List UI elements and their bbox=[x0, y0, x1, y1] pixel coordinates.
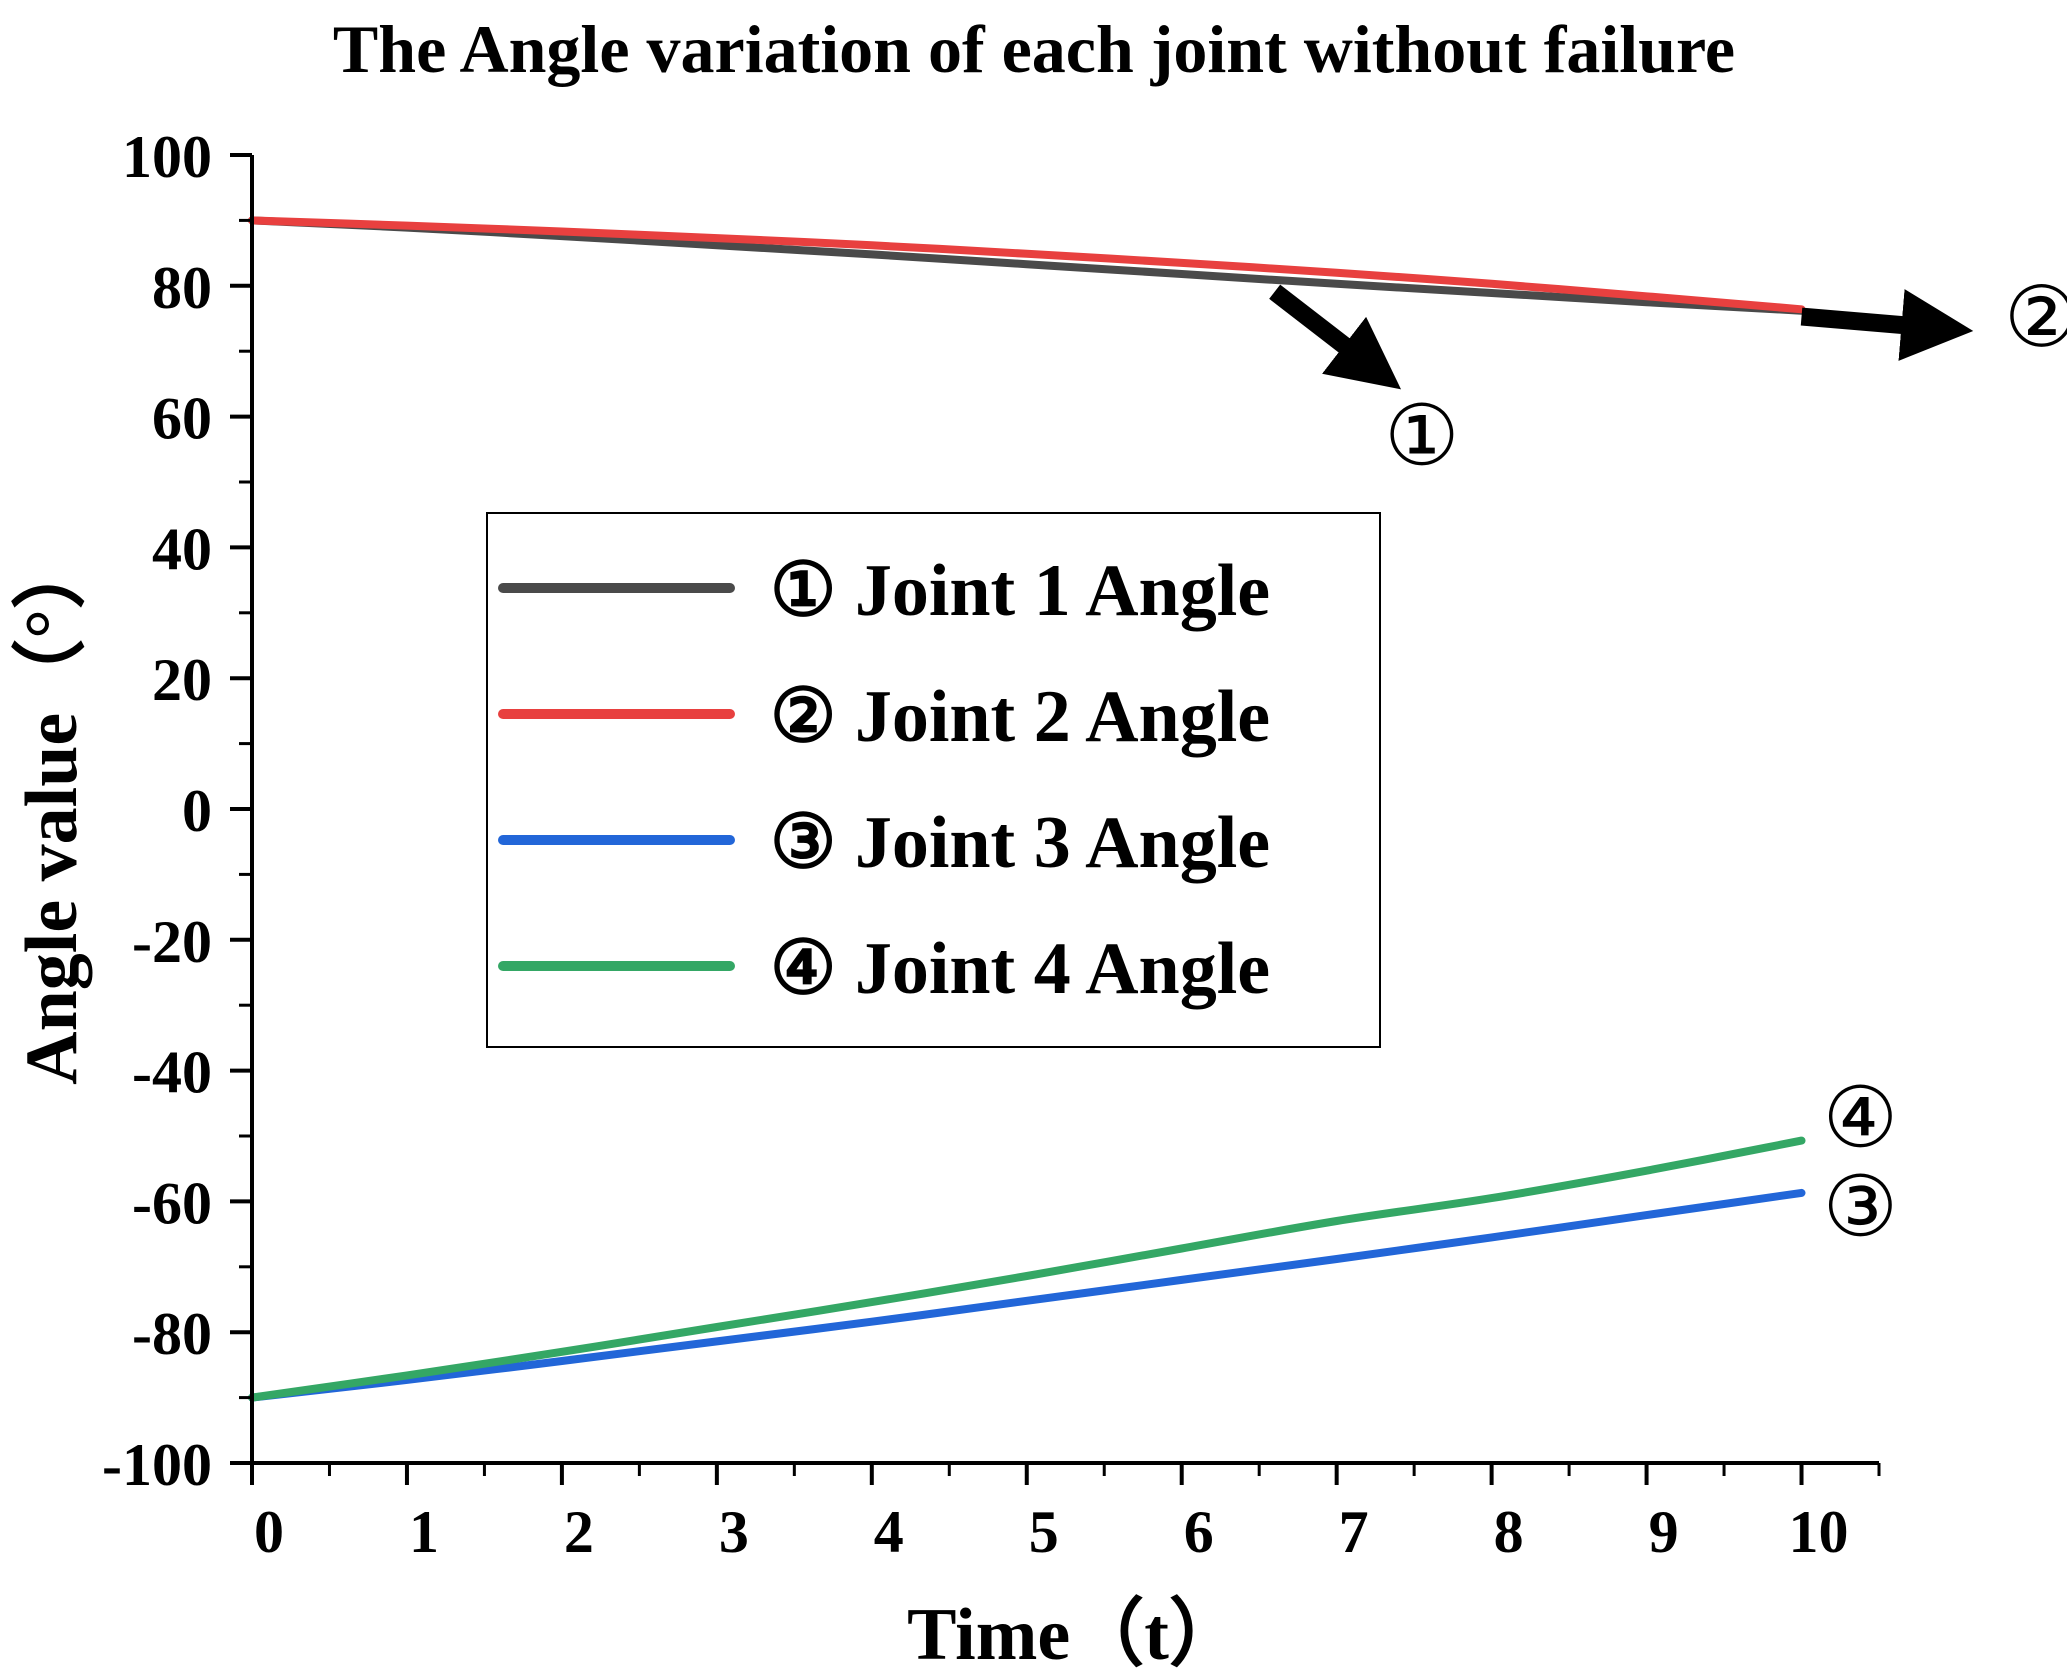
legend-label: ② Joint 2 Angle bbox=[770, 676, 1270, 758]
y-tick-label: 20 bbox=[152, 647, 212, 713]
legend-label: ① Joint 1 Angle bbox=[770, 550, 1270, 632]
annotation-arrow bbox=[1800, 289, 1974, 361]
series-line-2 bbox=[248, 216, 1806, 314]
y-tick-label: -20 bbox=[132, 909, 212, 975]
annotation-label: ④ bbox=[1823, 1068, 1898, 1166]
x-tick-label: 5 bbox=[1029, 1499, 1059, 1565]
series-line-3 bbox=[248, 1188, 1806, 1402]
series-line-1 bbox=[248, 216, 1806, 315]
chart-title: The Angle variation of each joint withou… bbox=[333, 11, 1735, 87]
y-tick-label: 0 bbox=[182, 778, 212, 844]
x-axis: 0 1 2 3 4 5 6 7 8 9 10 bbox=[250, 1461, 1881, 1565]
annotation-arrow bbox=[1269, 284, 1402, 390]
y-tick-label: 60 bbox=[152, 386, 212, 452]
y-tick-label: 40 bbox=[152, 516, 212, 582]
y-tick-label: 80 bbox=[152, 255, 212, 321]
legend-items: ① Joint 1 Angle ② Joint 2 Angle ③ Joint 3 … bbox=[498, 550, 1270, 1010]
x-tick-label: 8 bbox=[1494, 1499, 1524, 1565]
y-axis: 100 80 60 40 20 0 -20 -40 -60 -80 -100 bbox=[102, 124, 254, 1498]
x-ticks: 0 1 2 3 4 5 6 7 8 9 10 bbox=[250, 1463, 1881, 1565]
y-tick-label: -100 bbox=[102, 1432, 212, 1498]
series-layer bbox=[248, 216, 1806, 1402]
legend: ① Joint 1 Angle ② Joint 2 Angle ③ Joint 3 … bbox=[486, 512, 1381, 1048]
x-tick-label: 9 bbox=[1649, 1499, 1679, 1565]
y-tick-label: -60 bbox=[132, 1170, 212, 1236]
legend-box bbox=[486, 512, 1381, 1048]
legend-label: ④ Joint 4 Angle bbox=[770, 928, 1270, 1010]
y-tick-label: -80 bbox=[132, 1301, 212, 1367]
legend-label: ③ Joint 3 Angle bbox=[770, 802, 1270, 884]
x-tick-label: 2 bbox=[564, 1499, 594, 1565]
x-tick-label: 4 bbox=[874, 1499, 904, 1565]
x-tick-label: 10 bbox=[1789, 1499, 1849, 1565]
y-axis-label: Angle value（°） bbox=[11, 535, 93, 1085]
series-line-4 bbox=[248, 1136, 1806, 1402]
x-tick-label: 3 bbox=[719, 1499, 749, 1565]
y-tick-label: 100 bbox=[122, 124, 212, 190]
x-axis-label: Time（t） bbox=[907, 1594, 1243, 1676]
y-ticks: 100 80 60 40 20 0 -20 -40 -60 -80 -100 bbox=[102, 124, 252, 1498]
annotation-label: ③ bbox=[1823, 1157, 1898, 1255]
x-tick-label: 0 bbox=[254, 1499, 284, 1565]
annotation-label: ② bbox=[2004, 268, 2067, 366]
annotation-layer: ① ② ④③ bbox=[1269, 268, 2067, 1255]
x-tick-label: 6 bbox=[1184, 1499, 1214, 1565]
x-tick-label: 1 bbox=[409, 1499, 439, 1565]
x-tick-label: 7 bbox=[1339, 1499, 1369, 1565]
annotation-label: ① bbox=[1384, 386, 1459, 484]
y-tick-label: -40 bbox=[132, 1040, 212, 1106]
